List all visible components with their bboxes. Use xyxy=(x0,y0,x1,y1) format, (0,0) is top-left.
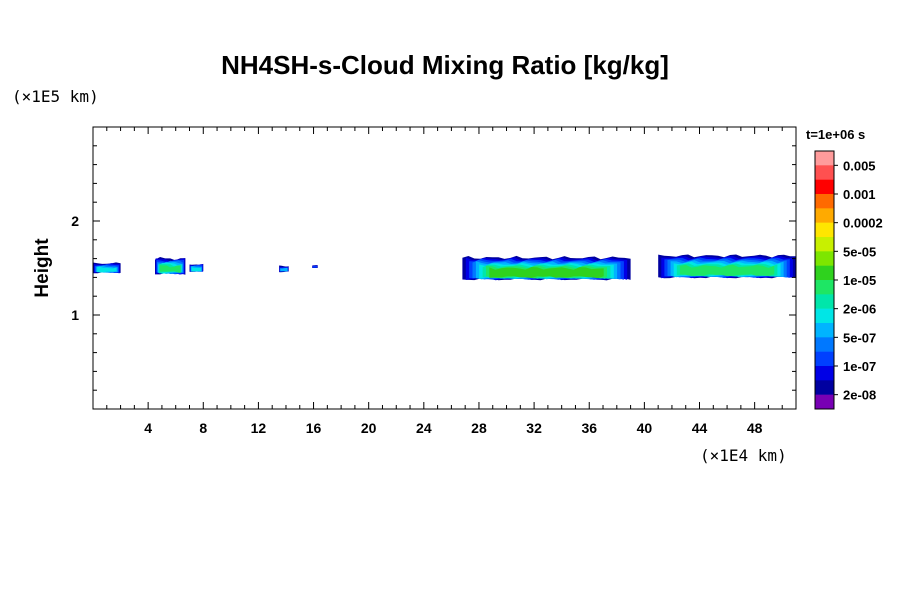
x-unit-label: (×1E4 km) xyxy=(700,446,787,465)
cloud-contour xyxy=(159,265,181,273)
x-tick-label: 48 xyxy=(747,420,763,436)
x-tick-label: 32 xyxy=(526,420,542,436)
colorbar-swatch xyxy=(815,394,834,410)
colorbar-label: 5e-07 xyxy=(843,330,876,345)
x-tick-label: 8 xyxy=(199,420,207,436)
colorbar-swatch xyxy=(815,237,834,252)
x-tick-label: 16 xyxy=(306,420,322,436)
y-tick-label: 1 xyxy=(71,307,79,323)
x-tick-label: 36 xyxy=(581,420,597,436)
cloud-field xyxy=(93,254,796,281)
colorbar-label: 2e-06 xyxy=(843,302,876,317)
x-tick-label: 28 xyxy=(471,420,487,436)
colorbar-swatch xyxy=(815,251,834,266)
colorbar-swatch xyxy=(815,280,834,295)
colorbar-swatch xyxy=(815,179,834,195)
cloud-contour xyxy=(97,266,117,273)
colorbar: 0.005 0.001 0.0002 5e-05 1e-05 2e-06 5e-07 1e-0… xyxy=(814,150,883,410)
x-tick-label: 12 xyxy=(251,420,267,436)
colorbar-swatch xyxy=(815,308,834,324)
colorbar-swatch xyxy=(815,208,834,223)
x-tick-label: 44 xyxy=(692,420,708,436)
colorbar-swatch xyxy=(815,194,834,209)
colorbar-swatch xyxy=(815,351,834,367)
cloud-contour xyxy=(191,267,202,272)
colorbar-label: 0.001 xyxy=(843,187,876,202)
chart-title: NH4SH-s-Cloud Mixing Ratio [kg/kg] xyxy=(221,50,669,80)
colorbar-swatch xyxy=(815,323,834,338)
colorbar-label: 1e-07 xyxy=(843,359,876,374)
x-tick-label: 4 xyxy=(144,420,152,436)
colorbar-swatch xyxy=(815,366,834,381)
colorbar-swatch xyxy=(815,151,834,166)
x-tick-label: 40 xyxy=(637,420,653,436)
colorbar-label: 0.005 xyxy=(843,158,876,173)
y-unit-label: (×1E5 km) xyxy=(12,87,99,106)
x-tick-label: 24 xyxy=(416,420,432,436)
cloud-contour xyxy=(489,267,604,279)
colorbar-swatch xyxy=(815,294,834,309)
time-label: t=1e+06 s xyxy=(806,127,865,142)
colorbar-label: 1e-05 xyxy=(843,273,876,288)
y-axis-label: Height xyxy=(32,238,53,298)
plot-frame xyxy=(92,126,797,410)
colorbar-label: 5e-05 xyxy=(843,244,876,259)
colorbar-label: 2e-08 xyxy=(843,388,876,403)
cloud-contour xyxy=(679,264,775,277)
colorbar-swatch xyxy=(815,165,834,180)
colorbar-label: 0.0002 xyxy=(843,216,883,231)
colorbar-swatch xyxy=(815,380,834,395)
y-tick-label: 2 xyxy=(71,213,79,229)
colorbar-swatch xyxy=(815,337,834,352)
cloud-contour xyxy=(312,266,317,268)
colorbar-swatch xyxy=(815,222,834,238)
colorbar-swatch xyxy=(815,265,834,281)
x-tick-label: 20 xyxy=(361,420,377,436)
cloud-contour xyxy=(280,267,288,272)
